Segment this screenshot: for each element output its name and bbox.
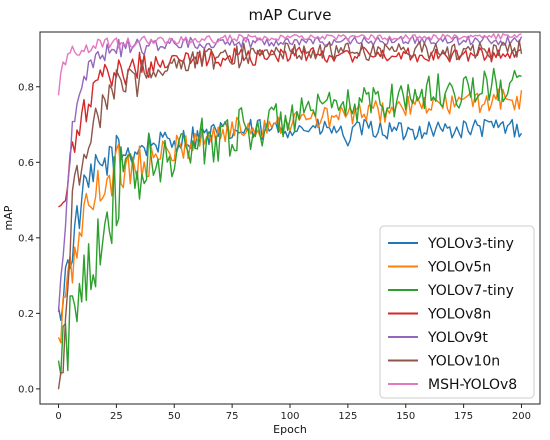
x-tick-label: 125 [338, 411, 357, 422]
series-line-5 [57, 39, 523, 390]
legend-label: YOLOv3-tiny [427, 236, 514, 252]
x-tick-label: 50 [168, 411, 181, 422]
legend-label: YOLOv5n [427, 260, 491, 276]
legend: YOLOv3-tiny YOLOv5n YOLOv7-tiny YOLOv8n YOLO… [379, 225, 535, 399]
x-axis: 0 25 50 75 100 125 150 175 200 [55, 404, 531, 422]
x-tick-label: 25 [110, 411, 123, 422]
legend-label: YOLOv8n [427, 307, 491, 323]
x-tick-label: 100 [280, 411, 299, 422]
y-axis: 0.0 0.2 0.4 0.6 0.8 [18, 82, 40, 395]
y-tick-label: 0.6 [18, 158, 34, 169]
y-tick-label: 0.0 [18, 384, 34, 395]
series-layer [57, 33, 523, 390]
legend-label: YOLOv10n [427, 354, 500, 370]
y-axis-label: mAP [2, 205, 15, 230]
x-axis-label: Epoch [273, 423, 307, 436]
legend-label: MSH-YOLOv8 [428, 377, 517, 393]
series-line-6 [57, 33, 522, 96]
series-line-4 [57, 35, 523, 313]
x-tick-label: 150 [396, 411, 415, 422]
legend-box [379, 225, 535, 399]
series-line-2 [57, 67, 522, 376]
x-tick-label: 200 [512, 411, 531, 422]
x-tick-label: 75 [226, 411, 239, 422]
x-tick-label: 175 [454, 411, 473, 422]
y-tick-label: 0.2 [18, 309, 34, 320]
legend-label: YOLOv9t [427, 330, 488, 346]
x-tick-label: 0 [55, 411, 61, 422]
legend-label: YOLOv7-tiny [427, 283, 514, 299]
y-tick-label: 0.8 [18, 82, 34, 93]
chart-title: mAP Curve [249, 6, 332, 24]
y-tick-label: 0.4 [18, 233, 34, 244]
